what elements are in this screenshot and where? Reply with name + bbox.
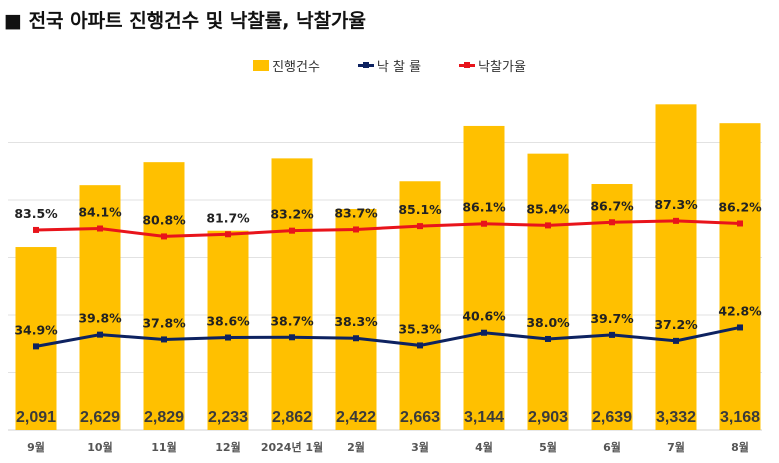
data-point <box>673 337 679 344</box>
series-line <box>35 219 741 238</box>
legend-swatch <box>459 62 476 68</box>
data-label: 37.2% <box>654 317 698 332</box>
data-label: 83.5% <box>14 206 58 221</box>
x-tick-label: 9월 <box>27 440 45 454</box>
data-point <box>225 231 231 238</box>
bar <box>719 123 761 431</box>
data-point <box>161 233 167 240</box>
data-label: 39.8% <box>78 311 122 326</box>
x-tick-label: 8월 <box>731 440 749 454</box>
data-point <box>289 227 295 234</box>
bar <box>271 158 313 430</box>
data-point <box>225 334 231 341</box>
data-label: 80.8% <box>142 212 186 227</box>
legend-swatch <box>357 62 374 68</box>
data-point <box>737 220 743 227</box>
data-label: 37.8% <box>142 315 186 330</box>
data-point <box>33 226 39 233</box>
data-label: 38.0% <box>526 315 570 330</box>
data-point <box>609 331 615 338</box>
bar-value-label: 2,091 <box>16 409 56 426</box>
bar-value-label: 2,639 <box>592 409 632 426</box>
data-label: 86.2% <box>718 199 762 214</box>
x-tick-label: 6월 <box>603 440 621 454</box>
data-label: 35.3% <box>398 321 442 336</box>
data-point <box>417 223 423 230</box>
data-label: 42.8% <box>718 303 762 318</box>
data-point <box>481 220 487 227</box>
bar-value-label: 2,829 <box>144 409 184 426</box>
series-line <box>35 325 741 348</box>
data-label: 40.6% <box>462 309 506 324</box>
data-label: 38.7% <box>270 313 314 328</box>
bar-value-label: 3,144 <box>464 409 504 426</box>
data-label: 87.3% <box>654 197 698 212</box>
bar-value-label: 3,168 <box>720 409 760 426</box>
data-point <box>33 343 39 350</box>
x-tick-label: 11월 <box>151 440 176 454</box>
data-point <box>545 222 551 229</box>
data-point <box>353 226 359 233</box>
bar <box>335 208 377 430</box>
legend-item-bar: 진행건수 <box>253 56 320 75</box>
bar-value-label: 2,663 <box>400 409 440 426</box>
bar <box>207 230 249 430</box>
bar-value-label: 2,629 <box>80 409 120 426</box>
data-point <box>97 225 103 232</box>
x-tick-label: 5월 <box>539 440 557 454</box>
x-tick-label: 3월 <box>411 440 429 454</box>
bar <box>79 185 121 430</box>
bar <box>399 181 441 430</box>
x-tick-label: 2024년 1월 <box>261 440 323 454</box>
data-label: 84.1% <box>78 205 122 220</box>
data-label: 38.6% <box>206 314 250 329</box>
bar <box>527 153 569 430</box>
bar <box>655 104 697 430</box>
data-label: 39.7% <box>590 311 634 326</box>
bar-value-label: 3,332 <box>656 409 696 426</box>
bar <box>15 247 57 430</box>
data-label: 83.7% <box>334 205 378 220</box>
bar-value-label: 2,862 <box>272 409 312 426</box>
data-point <box>609 219 615 226</box>
data-label: 85.4% <box>526 201 570 216</box>
data-label: 86.7% <box>590 198 634 213</box>
data-label: 85.1% <box>398 202 442 217</box>
bar-value-label: 2,903 <box>528 409 568 426</box>
x-tick-label: 7월 <box>667 440 685 454</box>
data-point <box>481 329 487 336</box>
x-tick-label: 12월 <box>215 440 240 454</box>
legend-label: 낙 찰 률 <box>376 60 422 75</box>
x-tick-label: 2월 <box>347 440 365 454</box>
legend: 진행건수 낙 찰 률 낙찰가율 <box>0 56 779 75</box>
bar <box>463 125 505 430</box>
bar-value-label: 2,233 <box>208 409 248 426</box>
legend-swatch <box>253 60 270 71</box>
data-point <box>545 335 551 342</box>
data-point <box>161 336 167 343</box>
data-point <box>97 331 103 338</box>
legend-item-rate: 낙 찰 률 <box>357 56 422 75</box>
x-tick-label: 4월 <box>475 440 493 454</box>
data-label: 86.1% <box>462 200 506 215</box>
x-tick-label: 10월 <box>87 440 112 454</box>
chart-title: ■ 전국 아파트 진행건수 및 낙찰률, 낙찰가율 <box>4 10 367 32</box>
legend-label: 낙찰가율 <box>478 60 526 75</box>
data-point <box>289 334 295 341</box>
bar-value-label: 2,422 <box>336 409 376 426</box>
data-point <box>417 342 423 349</box>
legend-item-price-rate: 낙찰가율 <box>459 56 526 75</box>
data-point <box>673 217 679 224</box>
data-label: 81.7% <box>206 210 250 225</box>
bar <box>143 162 185 431</box>
legend-label: 진행건수 <box>272 60 320 75</box>
data-label: 83.2% <box>270 207 314 222</box>
data-label: 34.9% <box>14 322 58 337</box>
data-label: 38.3% <box>334 314 378 329</box>
data-point <box>737 324 743 331</box>
data-point <box>353 335 359 342</box>
